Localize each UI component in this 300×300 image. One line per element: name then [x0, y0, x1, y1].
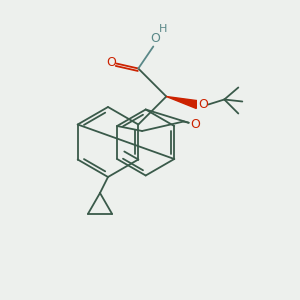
- Polygon shape: [166, 97, 196, 109]
- Text: O: O: [190, 118, 200, 131]
- Text: H: H: [159, 25, 167, 34]
- Text: O: O: [198, 98, 208, 111]
- Text: O: O: [150, 32, 160, 45]
- Text: O: O: [106, 56, 116, 69]
